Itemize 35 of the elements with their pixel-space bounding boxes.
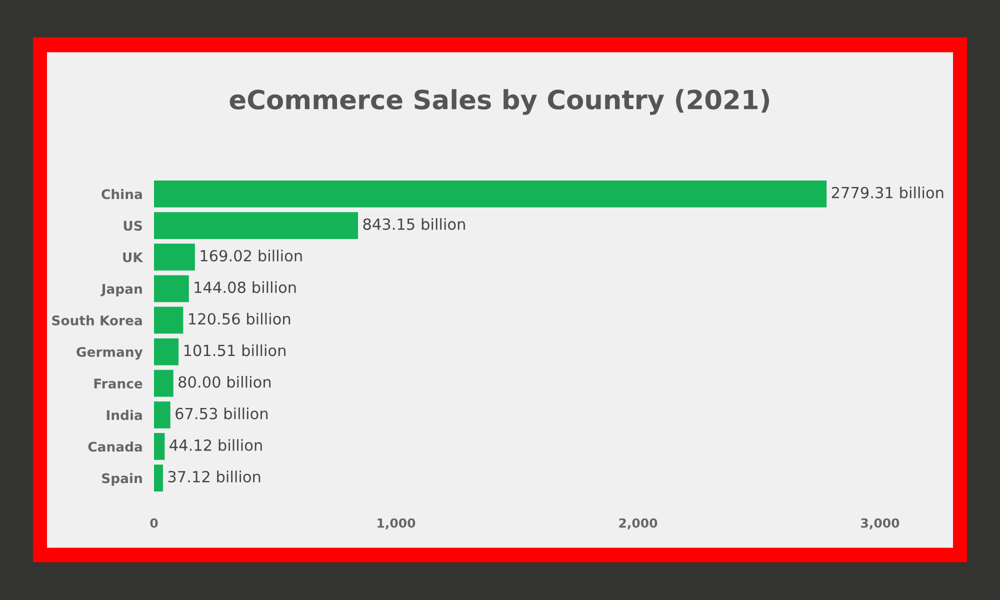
y-tick-label: Germany — [76, 346, 143, 360]
x-tick-label: 0 — [150, 518, 158, 528]
bar — [154, 338, 179, 366]
y-tick-label: India — [106, 410, 142, 420]
y-tick-label: China — [102, 188, 142, 200]
bar — [154, 275, 189, 302]
y-tick-label: Spain — [102, 473, 142, 486]
x-tick-label: 2,000 — [619, 518, 658, 530]
data-label: 44.12 billion — [170, 439, 262, 451]
bar — [154, 244, 195, 271]
data-label: 144.08 billion — [194, 281, 296, 294]
y-tick-label: UK — [123, 252, 144, 262]
y-tick-label: Canada — [88, 441, 142, 452]
data-label: 2779.31 billion — [832, 186, 944, 198]
data-label: 169.02 billion — [200, 250, 302, 262]
y-tick-label: US — [124, 220, 142, 231]
data-label: 80.00 billion — [178, 376, 271, 388]
y-tick-label: South Korea — [52, 315, 142, 326]
data-label: 843.15 billion — [363, 218, 465, 230]
data-label: 37.12 billion — [168, 470, 260, 482]
chart-title: eCommerce Sales by Country (2021) — [230, 89, 770, 115]
bar — [154, 401, 170, 428]
data-label: 120.56 billion — [189, 312, 290, 325]
x-tick-label: 3,000 — [861, 518, 900, 530]
bar — [154, 306, 184, 334]
y-tick-label: Japan — [100, 284, 142, 296]
y-tick-label: France — [94, 378, 142, 389]
bar — [154, 180, 827, 208]
bar — [154, 212, 358, 239]
bar — [154, 370, 174, 397]
bar — [154, 433, 165, 460]
bar — [154, 464, 163, 492]
x-tick-label: 1,000 — [378, 518, 416, 530]
data-label: 101.51 billion — [184, 344, 286, 356]
data-label: 67.53 billion — [176, 408, 268, 420]
